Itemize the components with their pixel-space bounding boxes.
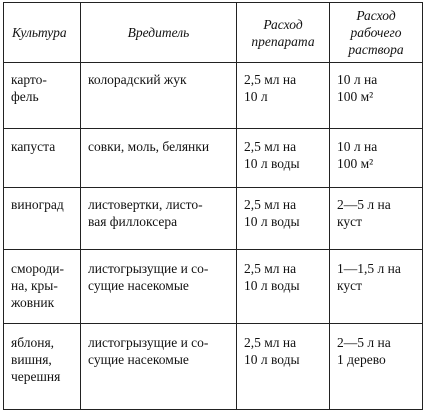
header-solution: Расход рабочего раствора [329, 2, 423, 63]
table-row: капуста совки, моль, белянки 2,5 мл на 1… [3, 128, 423, 188]
culture-cell: смороди- на, кры- жовник [3, 249, 81, 324]
table-row: смороди- на, кры- жовник листогрызущие и… [3, 249, 423, 324]
solution-cell: 10 л на 100 м² [329, 62, 423, 129]
solution-cell: 2—5 л на 1 дерево [329, 323, 423, 410]
header-pest: Вредитель [80, 2, 237, 63]
pest-cell: совки, моль, белянки [80, 128, 237, 188]
header-culture: Культура [3, 2, 81, 63]
dose-cell: 2,5 мл на 10 л [236, 62, 330, 129]
dose-cell: 2,5 мл на 10 л воды [236, 249, 330, 324]
dose-cell: 2,5 мл на 10 л воды [236, 128, 330, 188]
culture-cell: капуста [3, 128, 81, 188]
pest-cell: колорадский жук [80, 62, 237, 129]
table-row: виноград листовертки, листо- вая филлокс… [3, 187, 423, 250]
dose-cell: 2,5 мл на 10 л воды [236, 323, 330, 410]
pest-cell: листогрызущие и со- сущие насекомые [80, 249, 237, 324]
pesticide-table: Культура Вредитель Расход препарата Расх… [3, 2, 423, 410]
pest-cell: листовертки, листо- вая филлоксера [80, 187, 237, 250]
table-row: яблоня, вишня, черешня листогрызущие и с… [3, 323, 423, 410]
pest-cell: листогрызущие и со- сущие насекомые [80, 323, 237, 410]
dose-cell: 2,5 мл на 10 л воды [236, 187, 330, 250]
culture-cell: карто- фель [3, 62, 81, 129]
table-row: карто- фель колорадский жук 2,5 мл на 10… [3, 62, 423, 129]
solution-cell: 1—1,5 л на куст [329, 249, 423, 324]
culture-cell: виноград [3, 187, 81, 250]
culture-cell: яблоня, вишня, черешня [3, 323, 81, 410]
solution-cell: 2—5 л на куст [329, 187, 423, 250]
header-row: Культура Вредитель Расход препарата Расх… [3, 2, 423, 63]
header-dose: Расход препарата [236, 2, 330, 63]
solution-cell: 10 л на 100 м² [329, 128, 423, 188]
